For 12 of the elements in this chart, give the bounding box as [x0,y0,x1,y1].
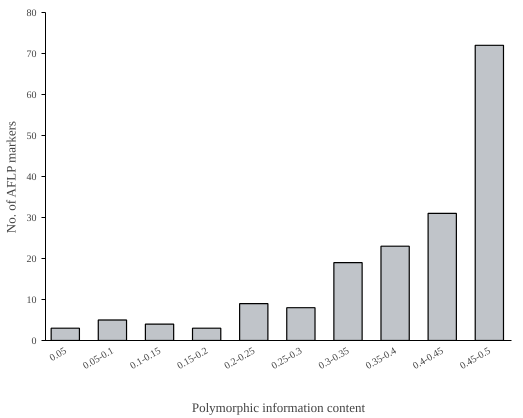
y-tick-label: 10 [26,295,36,306]
x-tick-label: 0.05 [48,346,69,364]
y-tick-label: 0 [32,336,36,347]
y-tick-label: 50 [26,131,36,142]
y-tick-label: 60 [26,90,36,101]
y-tick-label: 30 [26,213,36,224]
y-tick-label: 70 [26,49,36,60]
y-tick-label: 40 [26,172,36,183]
y-axis-title: No. of AFLP markers [4,121,18,234]
y-tick-label: 20 [26,254,36,265]
x-axis-title: Polymorphic information content [192,400,366,416]
y-tick-label: 80 [26,8,36,19]
